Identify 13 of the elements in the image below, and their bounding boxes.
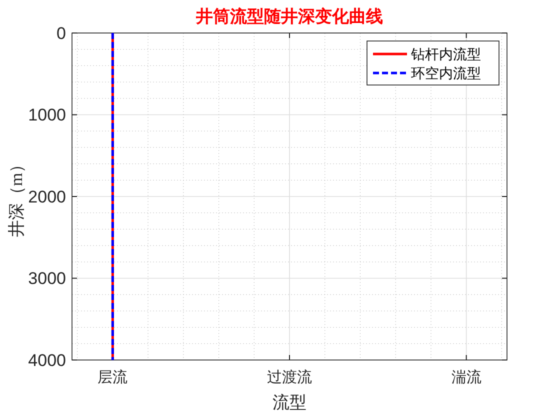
- x-tick-label: 湍流: [451, 369, 482, 386]
- y-tick-label: 0: [56, 24, 66, 43]
- y-tick-label: 1000: [28, 106, 66, 125]
- x-tick-label: 层流: [98, 369, 128, 386]
- x-tick-label: 过渡流: [267, 369, 312, 386]
- y-tick-label: 4000: [28, 350, 66, 370]
- x-axis-title: 流型: [272, 393, 306, 412]
- legend-label: 环空内流型: [411, 66, 481, 82]
- y-tick-label: 3000: [28, 269, 66, 288]
- legend-label: 钻杆内流型: [410, 46, 481, 63]
- y-tick-label: 2000: [28, 187, 66, 206]
- chart-title: 井筒流型随井深变化曲线: [195, 7, 383, 26]
- y-axis-title: 井深（m）: [7, 156, 26, 238]
